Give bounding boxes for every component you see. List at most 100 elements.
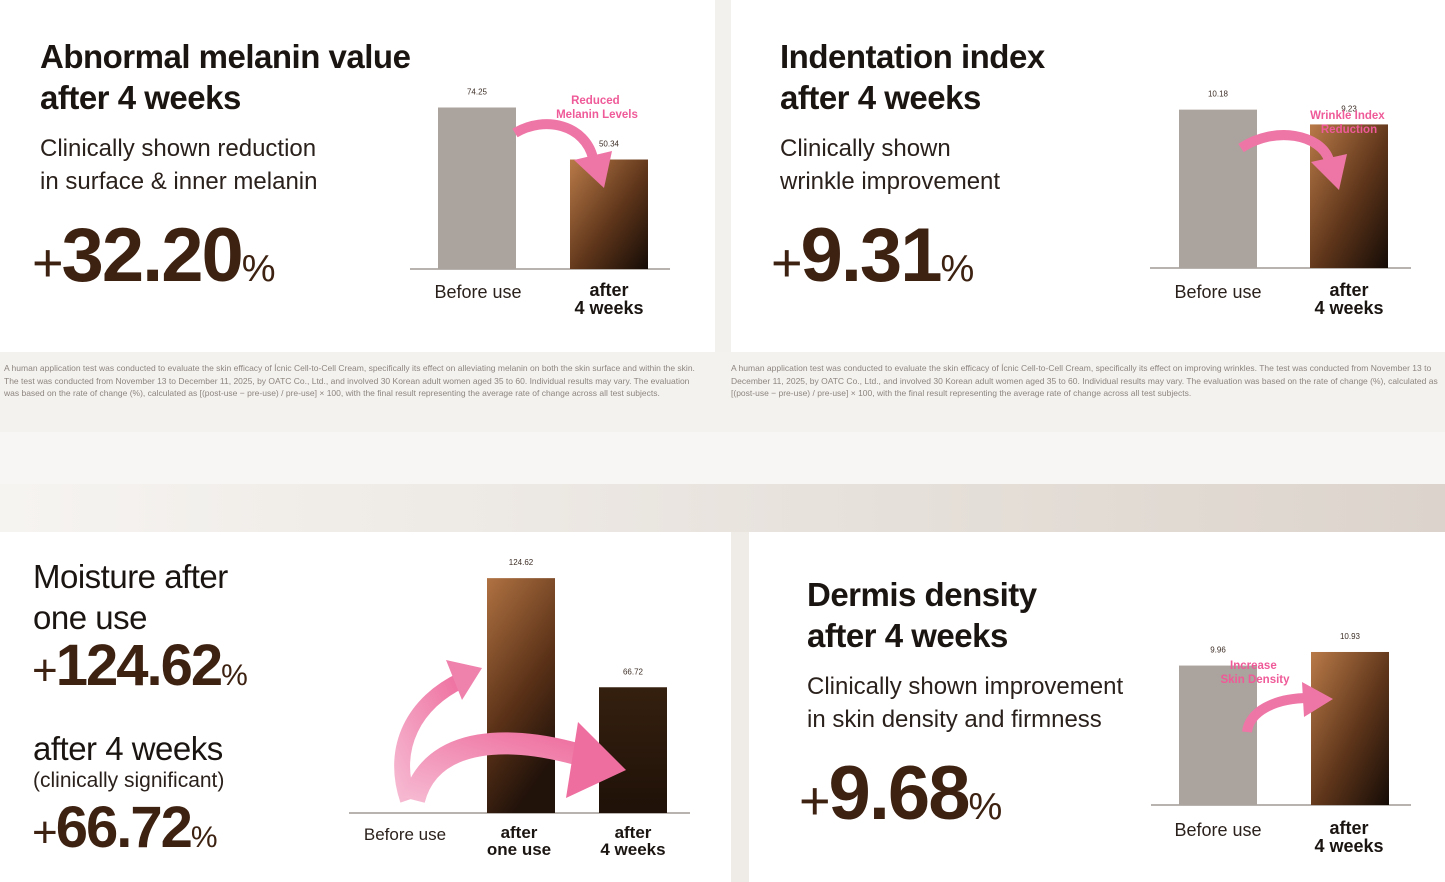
- middle-band: [0, 432, 1445, 484]
- indentation-title-line: Indentation index: [780, 38, 1045, 75]
- moisture-stat-4-weeks: +66.72%: [32, 794, 218, 861]
- melanin-stat: +32.20%: [32, 212, 276, 299]
- indentation-card: Indentation index after 4 weeks Clinical…: [731, 0, 1445, 352]
- data-label-after-4-weeks: 66.72: [623, 667, 644, 676]
- melanin-card: Abnormal melanin value after 4 weeks Cli…: [0, 0, 715, 352]
- moisture-second-note: (clinically significant): [33, 769, 225, 792]
- reduction-arrow: [1238, 130, 1334, 163]
- melanin-chart: 74.25 50.34 Reduced Melanin Levels Befor…: [410, 88, 670, 318]
- annotation-line: Reduced: [571, 95, 620, 107]
- annotation-line: Wrinkle Index: [1310, 110, 1385, 122]
- bar-after-one-use: [487, 578, 555, 813]
- stat-value: 9.31: [800, 213, 943, 298]
- bar-after-4-weeks: [1311, 651, 1389, 805]
- melanin-footnote: A human application test was conducted t…: [4, 363, 695, 398]
- moisture-second-title: after 4 weeks: [33, 730, 223, 767]
- moisture-title: Moisture after one use: [33, 556, 228, 638]
- melanin-subtitle: Clinically shown reduction in surface & …: [40, 132, 317, 198]
- melanin-title: Abnormal melanin value after 4 weeks: [40, 36, 411, 118]
- tick-label-after-4-weeks: after 4 weeks: [1314, 280, 1383, 318]
- stat-sign: +: [32, 646, 58, 695]
- stat-value: 32.20: [61, 213, 244, 298]
- increase-arrow-one-use: [394, 672, 466, 803]
- tick-label-before-use: Before use: [1174, 282, 1261, 302]
- data-label-before-use: 74.25: [467, 88, 488, 97]
- indentation-title: Indentation index after 4 weeks: [780, 36, 1045, 118]
- tick-label-before-use: Before use: [434, 282, 521, 302]
- gradient-band: [0, 484, 1445, 532]
- increase-arrowhead-one-use: [446, 660, 482, 700]
- moisture-card: Moisture after one use +124.62% after 4 …: [0, 532, 731, 882]
- moisture-title-line: Moisture after: [33, 558, 228, 595]
- dermis-card: Dermis density after 4 weeks Clinically …: [749, 532, 1445, 882]
- data-label-after-4-weeks: 50.34: [599, 140, 620, 149]
- dermis-stat: +9.68%: [799, 750, 1002, 837]
- stat-sign: +: [32, 233, 64, 293]
- increase-arrow-4-weeks: [403, 732, 606, 804]
- melanin-title-line: Abnormal melanin value: [40, 38, 411, 75]
- reduction-arrowhead: [1311, 154, 1347, 190]
- stat-value: 124.62: [55, 633, 223, 698]
- stat-value: 66.72: [55, 795, 193, 860]
- data-label-before-use: 9.96: [1210, 646, 1226, 655]
- increase-annotation: Increase Skin Density: [1220, 660, 1290, 686]
- indentation-footnote-area: [715, 352, 1445, 432]
- stat-unit: %: [241, 248, 276, 290]
- annotation-line: Melanin Levels: [556, 109, 638, 121]
- bar-before-use: [1179, 109, 1257, 269]
- melanin-footnote-area: [0, 352, 715, 432]
- indentation-title-line: after 4 weeks: [780, 79, 981, 116]
- stat-value: 9.68: [828, 751, 971, 836]
- bar-after-4-weeks: [599, 687, 667, 813]
- tick-label-before-use: Before use: [364, 825, 446, 844]
- increase-arrowhead-4-weeks: [566, 722, 626, 798]
- reduction-arrowhead: [574, 151, 612, 188]
- data-label-after-4-weeks: 9.23: [1341, 104, 1357, 113]
- moisture-stat-one-use: +124.62%: [32, 632, 248, 699]
- tick-label-after-4-weeks: after 4 weeks: [574, 280, 643, 318]
- stat-sign: +: [32, 808, 58, 857]
- reduction-annotation: Reduced Melanin Levels: [556, 95, 638, 121]
- dermis-title-line: Dermis density: [807, 576, 1037, 613]
- melanin-subtitle-line: Clinically shown reduction: [40, 135, 317, 162]
- annotation-line: Skin Density: [1220, 674, 1290, 686]
- dermis-title-line: after 4 weeks: [807, 617, 1008, 654]
- bar-before-use: [1179, 665, 1257, 805]
- dermis-subtitle-line: Clinically shown improvement: [807, 673, 1124, 700]
- indentation-chart: 10.18 9.23 Wrinkle Index Reduction Befor…: [1150, 90, 1411, 318]
- moisture-chart: 124.62 66.72 Before use after one use aft…: [349, 558, 690, 859]
- melanin-title-line: after 4 weeks: [40, 79, 241, 116]
- reduction-arrow: [512, 119, 598, 160]
- indentation-footnote: A human application test was conducted t…: [731, 363, 1438, 398]
- reduction-annotation: Wrinkle Index Reduction: [1310, 110, 1388, 136]
- stat-unit: %: [190, 821, 218, 854]
- bar-before-use: [438, 107, 516, 269]
- data-label-after-one-use: 124.62: [509, 558, 534, 567]
- melanin-subtitle-line: in surface & inner melanin: [40, 168, 318, 195]
- data-label-after-4-weeks: 10.93: [1340, 632, 1361, 641]
- dermis-subtitle-line: in skin density and firmness: [807, 706, 1102, 733]
- increase-arrowhead: [1302, 682, 1333, 717]
- dermis-title: Dermis density after 4 weeks: [807, 574, 1037, 656]
- stat-unit: %: [968, 786, 1003, 828]
- increase-arrow: [1242, 693, 1310, 734]
- indentation-subtitle: Clinically shown wrinkle improvement: [780, 132, 1000, 198]
- tick-label-after-4-weeks: after 4 weeks: [600, 823, 665, 859]
- indentation-subtitle-line: wrinkle improvement: [780, 168, 1001, 195]
- dermis-chart: 9.96 10.93 Increase Skin Density Before …: [1151, 632, 1411, 856]
- annotation-line: Increase: [1230, 660, 1277, 672]
- stat-unit: %: [221, 659, 248, 692]
- stat-sign: +: [799, 771, 831, 831]
- tick-label-after-4-weeks: after 4 weeks: [1314, 818, 1383, 856]
- data-label-before-use: 10.18: [1208, 90, 1229, 99]
- tick-label-after-one-use: after one use: [487, 823, 551, 859]
- annotation-line: Reduction: [1321, 124, 1377, 136]
- indentation-subtitle-line: Clinically shown: [780, 135, 951, 162]
- bar-after-4-weeks: [570, 159, 648, 269]
- dermis-subtitle: Clinically shown improvement in skin den…: [807, 670, 1123, 736]
- indentation-stat: +9.31%: [771, 212, 974, 299]
- stat-sign: +: [771, 233, 803, 293]
- moisture-title-line: one use: [33, 599, 147, 636]
- tick-label-before-use: Before use: [1174, 820, 1261, 840]
- stat-unit: %: [940, 248, 975, 290]
